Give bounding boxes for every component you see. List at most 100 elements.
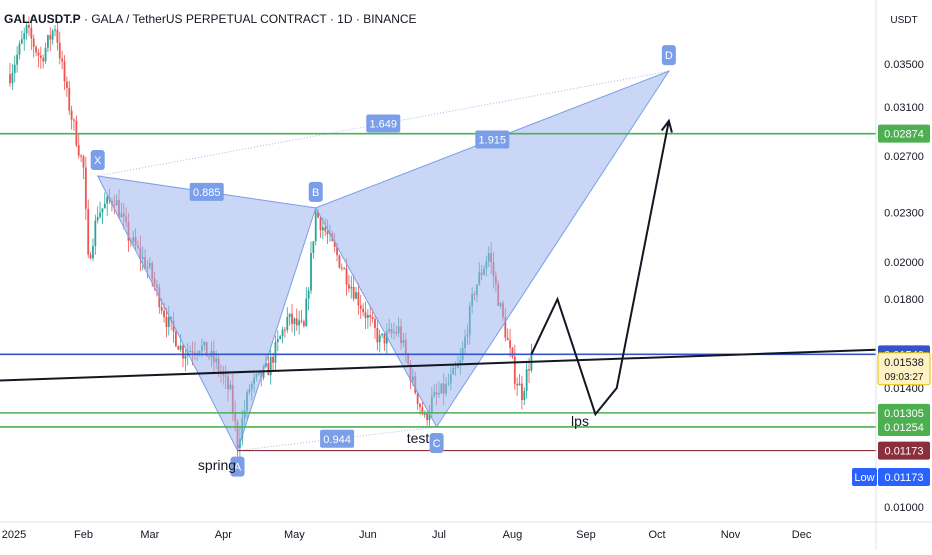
candle-body: [87, 208, 90, 255]
candle-body: [525, 369, 528, 391]
candle-body: [177, 346, 180, 350]
candle-body: [310, 252, 312, 291]
pattern-point-marker: [308, 181, 323, 202]
ratio-label-box: [366, 114, 401, 133]
candle-body: [324, 227, 327, 232]
candle-body: [371, 317, 374, 319]
candle-body: [73, 119, 75, 121]
candle-body: [336, 247, 338, 256]
candle-body: [96, 217, 99, 221]
annotation-spring: spring: [198, 457, 236, 473]
pattern-point-label: A: [234, 462, 242, 474]
candle-body: [35, 46, 37, 53]
candle-body: [506, 337, 509, 341]
candle-body: [172, 320, 175, 332]
pattern-point-marker: [90, 149, 105, 170]
x-tick-label: Feb: [74, 529, 93, 541]
candle-body: [421, 407, 424, 415]
candle-body: [511, 347, 514, 357]
candle-body: [61, 58, 64, 62]
y-tick-label: 0.03100: [884, 102, 924, 114]
y-tick-label: 0.01000: [884, 502, 924, 514]
candle-body: [516, 383, 519, 386]
candle-body: [160, 307, 163, 311]
candle-body: [65, 81, 68, 89]
candle-body: [106, 196, 109, 204]
candle-body: [276, 338, 279, 343]
candle-body: [504, 317, 507, 338]
candle-body: [101, 208, 104, 213]
level-price-label: 0.01305: [884, 408, 924, 420]
candle-body: [11, 73, 14, 84]
candle-body: [16, 54, 19, 65]
projection-path: [530, 120, 670, 417]
candle-body: [175, 331, 177, 347]
candle-body: [63, 61, 66, 82]
candle-body: [317, 211, 319, 218]
candle-body: [381, 333, 383, 336]
level-price-box: [878, 403, 930, 422]
x-tick-label: May: [284, 529, 305, 541]
candle-body: [75, 120, 78, 146]
candle-body: [509, 340, 511, 348]
candle-body: [39, 55, 42, 58]
ratio-label: 1.915: [479, 135, 507, 147]
candle-body: [362, 308, 365, 313]
candle-body: [51, 31, 54, 40]
candle-body: [348, 284, 350, 289]
candle-body: [286, 317, 289, 330]
x-tick-label: 2025: [2, 529, 26, 541]
countdown-label: 09:03:27: [885, 372, 924, 383]
candle-body: [272, 356, 274, 363]
candle-body: [295, 318, 298, 326]
x-tick-label: Aug: [503, 529, 523, 541]
pattern-xd-dotted: [97, 70, 669, 177]
level-price-box: [878, 124, 930, 143]
pattern-xb-dotted: [97, 175, 316, 209]
support-trendline: [0, 348, 877, 382]
candle-body: [340, 267, 343, 269]
pattern-point-label: X: [94, 155, 102, 167]
chart-title: GALAUSDT.P · GALA / TetherUS PERPETUAL C…: [4, 12, 417, 26]
low-price-label: 0.01173: [885, 472, 924, 484]
candle-body: [376, 328, 379, 343]
candle-body: [267, 363, 270, 376]
candle-body: [13, 64, 16, 74]
candle-body: [416, 393, 419, 404]
candle-body: [30, 27, 33, 39]
candle-body: [352, 286, 355, 299]
candle-body: [179, 345, 182, 350]
candle-body: [182, 345, 184, 359]
candle-body: [298, 320, 301, 326]
price-axis-panel: [876, 0, 932, 550]
candle-body: [383, 333, 386, 344]
candle-body: [314, 211, 317, 242]
candle-body: [357, 292, 360, 306]
candle-body: [165, 317, 168, 327]
y-tick-label: 0.02300: [884, 207, 924, 219]
candle-body: [378, 335, 381, 343]
low-price-box: [878, 468, 930, 486]
candle-body: [70, 110, 73, 120]
candle-body: [23, 33, 26, 40]
y-tick-label: 0.01800: [884, 294, 924, 306]
candle-body: [284, 329, 286, 331]
candle-body: [319, 217, 322, 231]
y-tick-label: 0.02700: [884, 151, 924, 163]
y-tick-label: 0.03500: [884, 59, 924, 71]
currency-label: USDT: [890, 15, 917, 26]
candle-body: [32, 38, 35, 47]
x-tick-label: Apr: [215, 529, 232, 541]
low-marker-tag: [852, 468, 877, 486]
candle-body: [269, 356, 272, 376]
candle-body: [274, 342, 277, 363]
level-price-label: 0.01254: [884, 422, 924, 434]
candle-body: [77, 145, 80, 156]
candle-body: [513, 356, 516, 384]
candle-body: [56, 29, 59, 43]
x-tick-label: Jul: [432, 529, 446, 541]
candle-body: [82, 156, 85, 168]
candle-body: [281, 329, 284, 337]
candle-body: [89, 254, 92, 259]
